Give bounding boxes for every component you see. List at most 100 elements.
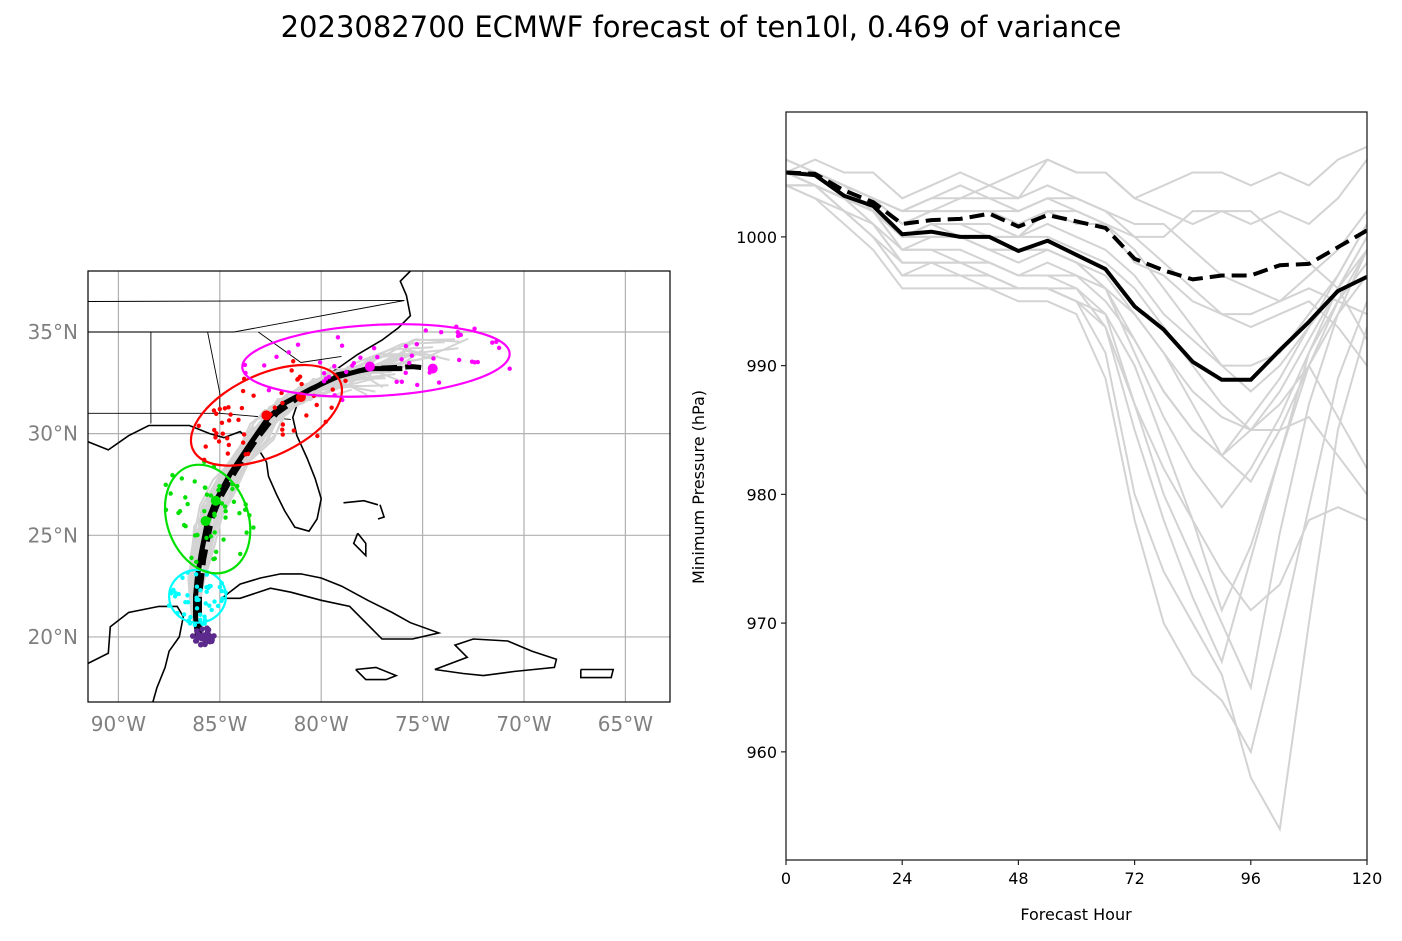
lon-tick-label: 70°W [496,712,551,736]
position-dot-72 [330,387,335,392]
position-dot-48 [181,522,187,528]
position-dot-48 [194,559,199,565]
x-tick-label: 48 [1008,869,1028,888]
y-axis-label: Minimum Pressure (hPa) [689,390,708,584]
state-border [207,331,221,414]
position-dot-72 [213,435,218,440]
position-dot-48 [168,491,173,496]
position-dot-48 [223,515,228,520]
position-dot-48 [189,555,194,561]
lon-tick-label: 80°W [294,712,349,736]
position-dot-t0 [206,634,213,641]
position-dot-96 [455,330,460,335]
position-dot-72 [289,368,294,373]
ensemble-positions [163,324,512,648]
position-dot-96 [321,371,327,376]
position-dot-96 [496,345,502,351]
position-dot-t0 [197,641,204,648]
position-dot-24 [176,591,181,597]
position-dot-96 [403,343,409,349]
position-dot-72 [217,406,223,412]
position-dot-96 [274,354,279,360]
position-dot-24 [204,589,209,595]
position-dot-72 [236,417,241,423]
map-frame [87,270,671,703]
state-border [88,412,291,420]
lon-tick-label: 85°W [192,712,247,736]
position-dot-72 [251,393,256,398]
position-dot-72 [203,444,208,449]
position-dot-48 [221,537,226,542]
position-dot-72 [225,451,231,456]
position-dot-24 [219,588,225,594]
position-dot-24 [198,588,203,593]
position-dot-72 [280,432,285,437]
map-lon-ticks: 90°W 85°W 80°W 75°W 70°W 65°W [91,712,653,736]
position-dot-72 [214,411,219,416]
position-dot-72 [315,433,320,439]
series-member-12 [786,171,1367,470]
position-dot-96 [339,343,345,348]
coastline [221,573,442,640]
position-dot-24 [209,607,214,613]
position-dot-96 [358,355,363,360]
position-dot-24 [194,597,199,603]
position-dot-96 [399,379,405,384]
position-dot-48 [204,535,209,541]
position-dot-96 [350,363,355,368]
position-dot-24 [220,596,225,601]
series-member-01 [786,158,1367,226]
position-dot-72 [226,405,231,410]
position-dot-96 [423,328,428,333]
position-dot-48 [163,482,168,488]
position-dot-96 [407,360,412,366]
position-dot-72 [241,432,247,437]
position-dot-72 [211,408,217,413]
position-dot-96 [414,341,419,347]
coastline [88,605,185,702]
position-dot-72 [296,376,301,381]
position-dot-48 [202,509,207,514]
x-ticks: 0 24 48 72 96 120 [781,860,1382,888]
mean-track-solid [193,366,403,638]
position-dot-72 [219,420,225,425]
position-dot-24 [212,599,217,604]
x-tick-label: 24 [892,869,912,888]
position-dot-48 [219,501,225,506]
position-dot-48 [212,530,217,535]
x-axis-label: Forecast Hour [1020,905,1132,924]
coastline [343,499,379,506]
y-tick-label: 980 [746,485,777,504]
position-dot-24 [193,572,199,577]
position-dot-24 [192,622,198,628]
position-dot-72 [214,431,219,436]
x-tick-label: 72 [1124,869,1144,888]
lat-tick-label: 30°N [28,422,78,446]
position-dot-96 [458,332,463,338]
position-dot-t0 [204,625,210,632]
position-dot-96 [409,353,415,358]
mean-position-96 [364,361,375,372]
x-tick-label: 120 [1352,869,1383,888]
position-dot-48 [179,476,185,481]
x-tick-label: 96 [1241,869,1261,888]
uncertainty-ellipses [163,323,511,624]
position-dot-96 [335,335,341,340]
position-dot-72 [280,427,285,432]
position-dot-72 [220,431,225,436]
position-dot-96 [286,350,291,355]
position-dot-48 [183,495,188,500]
coastline [434,638,558,677]
map-background [88,271,670,702]
y-tick-label: 990 [746,357,777,376]
ensemble-pressure-lines [786,145,1367,833]
position-dot-48 [204,492,210,497]
position-dot-96 [436,380,442,385]
position-dot-72 [240,388,246,394]
position-dot-24 [180,575,185,580]
ellipse-48h [163,463,252,575]
series-member-19 [786,184,1367,691]
position-dot-24 [215,603,221,609]
coastline [580,668,615,679]
position-dot-72 [240,440,246,445]
